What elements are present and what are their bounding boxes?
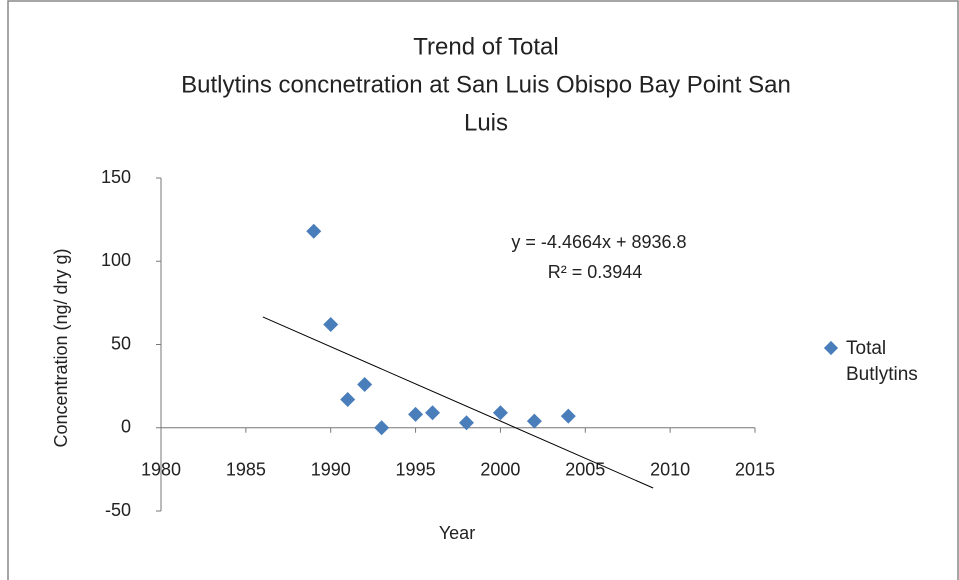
y-tick-label: 50	[111, 333, 131, 353]
legend: Total Butlytins	[822, 336, 952, 388]
y-tick-label: 100	[101, 250, 131, 270]
x-tick-label: 1985	[226, 460, 266, 480]
chart-title: Butlytins concnetration at San Luis Obis…	[181, 71, 791, 98]
data-point	[458, 415, 474, 431]
x-tick-label: 2010	[650, 460, 690, 480]
trendline-equation: y = -4.4664x + 8936.8	[511, 232, 686, 252]
chart-title: Luis	[464, 109, 508, 136]
data-point	[323, 317, 339, 333]
x-tick-label: 2000	[480, 460, 520, 480]
data-point	[560, 408, 576, 424]
data-point	[526, 413, 542, 429]
data-point	[306, 223, 322, 239]
y-tick-label: 0	[121, 417, 131, 437]
x-axis-label: Year	[439, 523, 475, 543]
data-point	[425, 405, 441, 421]
x-tick-label: 1990	[311, 460, 351, 480]
trendline	[262, 316, 654, 489]
x-tick-label: 2005	[565, 460, 605, 480]
y-tick-label: 150	[101, 167, 131, 187]
x-tick-label: 1995	[396, 460, 436, 480]
data-point	[492, 405, 508, 421]
data-point	[357, 376, 373, 392]
y-axis-label: Concentration (ng/ dry g)	[51, 248, 71, 447]
legend-label: Total Butlytins	[846, 338, 918, 385]
chart-border	[7, 0, 959, 580]
data-point	[408, 406, 424, 422]
x-tick-label: 1980	[141, 460, 181, 480]
data-point	[340, 391, 356, 407]
x-tick-label: 2015	[735, 460, 775, 480]
y-tick-label: -50	[105, 500, 131, 520]
data-point	[374, 420, 390, 436]
trendline-r2: R² = 0.3944	[548, 262, 643, 282]
chart-title: Trend of Total	[413, 33, 558, 60]
